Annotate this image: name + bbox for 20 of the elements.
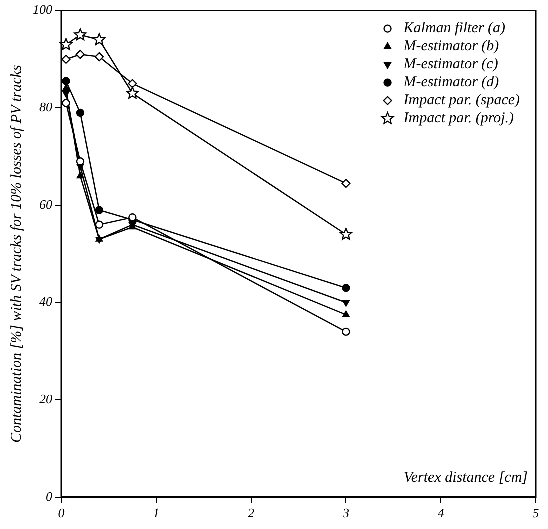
x-tick-label: 1 [153,506,160,521]
legend-label: Kalman filter (a) [402,20,506,37]
y-tick-label: 40 [40,294,53,310]
x-tick-label: 5 [532,506,540,521]
y-tick-label: 20 [40,392,53,406]
x-tick-label: 4 [438,506,445,521]
legend-label: M-estimator (d) [402,74,500,91]
y-tick-label: 80 [40,100,53,115]
legend-label: M-estimator (c) [402,56,498,73]
x-tick-label: 3 [342,506,350,521]
y-axis-title: Contamination [%] with SV tracks for 10% losses of PV tracks [8,65,25,443]
y-tick-label: 60 [40,196,53,212]
x-tick-label: 2 [248,506,256,521]
y-tick-label: 0 [46,488,53,504]
legend-label: Impact par. (space) [402,92,520,109]
legend-label: M-estimator (b) [402,38,500,55]
x-axis-title: Vertex distance [cm] [404,470,528,486]
legend-label: Impact par. (proj.) [402,110,514,127]
x-tick-label: 0 [58,506,66,521]
y-tick-label: 100 [33,2,53,18]
